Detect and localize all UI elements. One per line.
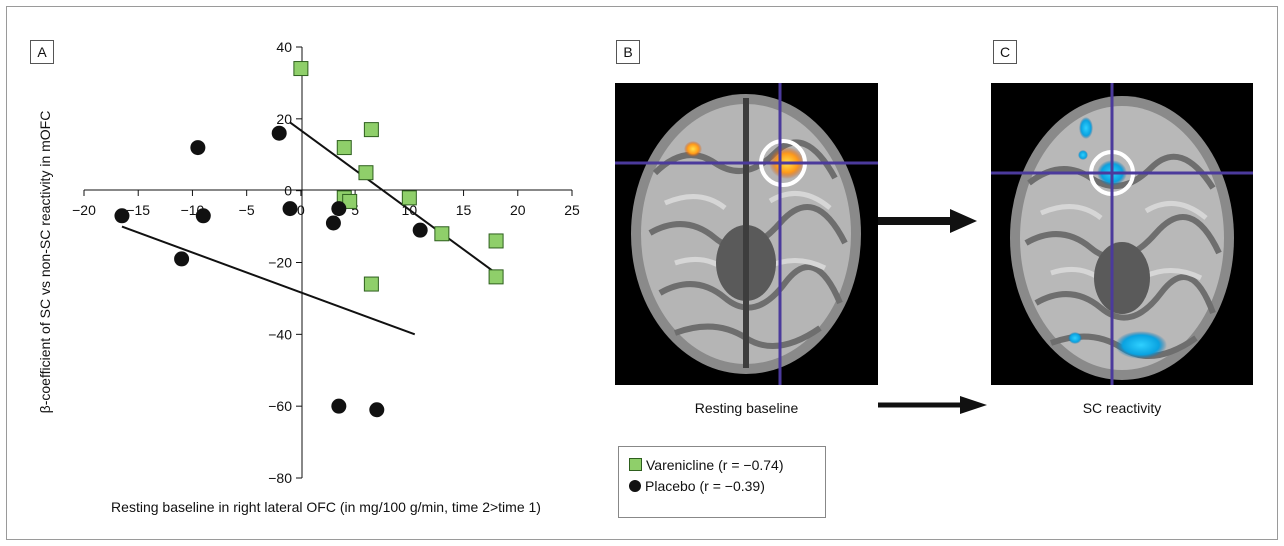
- y-tick-label: −40: [268, 326, 292, 342]
- panel-c-label: C: [993, 40, 1017, 64]
- x-tick-label: −5: [239, 202, 255, 218]
- varenicline-point: [488, 269, 504, 285]
- varenicline-fit-line: [289, 121, 497, 275]
- panel-c-caption: SC reactivity: [1082, 400, 1162, 416]
- placebo-point: [174, 251, 190, 267]
- varenicline-point: [336, 140, 352, 156]
- x-tick-label: 20: [510, 202, 526, 218]
- black-circle-icon: [629, 480, 641, 492]
- placebo-point: [195, 208, 211, 224]
- placebo-point: [325, 215, 341, 231]
- plot-axes: −20−15−10−5051015202540200−20−40−60−80: [72, 39, 580, 486]
- varenicline-point: [342, 193, 358, 209]
- y-tick-label: 0: [284, 183, 292, 199]
- x-tick-label: 0: [297, 202, 305, 218]
- sc-reactivity-brain-image: [991, 83, 1253, 385]
- placebo-point: [369, 402, 385, 418]
- legend-varenicline-r: (r = −0.74): [718, 457, 784, 473]
- data-points: [114, 61, 504, 418]
- placebo-point: [114, 208, 130, 224]
- legend-placebo-r: (r = −0.39): [699, 478, 765, 494]
- placebo-fit-line: [121, 225, 416, 336]
- fit-lines: [121, 121, 497, 336]
- legend-placebo-name: Placebo: [645, 478, 696, 494]
- scatter-plot: −20−15−10−5051015202540200−20−40−60−80 β…: [37, 39, 580, 515]
- placebo-point: [412, 222, 428, 238]
- placebo-point: [331, 201, 347, 217]
- y-tick-label: −60: [268, 398, 292, 414]
- x-tick-label: −15: [126, 202, 150, 218]
- varenicline-point: [488, 233, 504, 249]
- placebo-point: [282, 201, 298, 217]
- varenicline-point: [293, 61, 309, 77]
- y-axis-label: β-coefficient of SC vs non-SC reactivity…: [37, 111, 53, 414]
- x-tick-label: 5: [351, 202, 359, 218]
- legend-item-varenicline: Varenicline (r = −0.74): [629, 455, 815, 476]
- panel-a-label: A: [30, 40, 54, 64]
- legend-item-placebo: Placebo (r = −0.39): [629, 476, 815, 497]
- varenicline-point: [434, 226, 450, 242]
- varenicline-point: [358, 165, 374, 181]
- green-square-icon: [629, 458, 642, 471]
- varenicline-point: [363, 276, 379, 292]
- panel-b-label: B: [616, 40, 640, 64]
- y-tick-label: 40: [276, 39, 292, 55]
- x-tick-label: 25: [564, 202, 580, 218]
- x-tick-label: −20: [72, 202, 96, 218]
- y-tick-label: 20: [276, 111, 292, 127]
- placebo-point: [190, 140, 206, 156]
- legend-varenicline-name: Varenicline: [646, 457, 715, 473]
- placebo-point: [331, 398, 347, 414]
- varenicline-point: [401, 190, 417, 206]
- y-tick-label: −80: [268, 470, 292, 486]
- legend: Varenicline (r = −0.74) Placebo (r = −0.…: [618, 446, 826, 518]
- placebo-point: [271, 125, 287, 141]
- x-tick-label: 15: [456, 202, 472, 218]
- resting-baseline-brain-image: [615, 83, 878, 385]
- panel-b-caption: Resting baseline: [694, 400, 799, 416]
- varenicline-point: [363, 122, 379, 138]
- x-axis-label: Resting baseline in right lateral OFC (i…: [111, 499, 541, 515]
- y-tick-label: −20: [268, 255, 292, 271]
